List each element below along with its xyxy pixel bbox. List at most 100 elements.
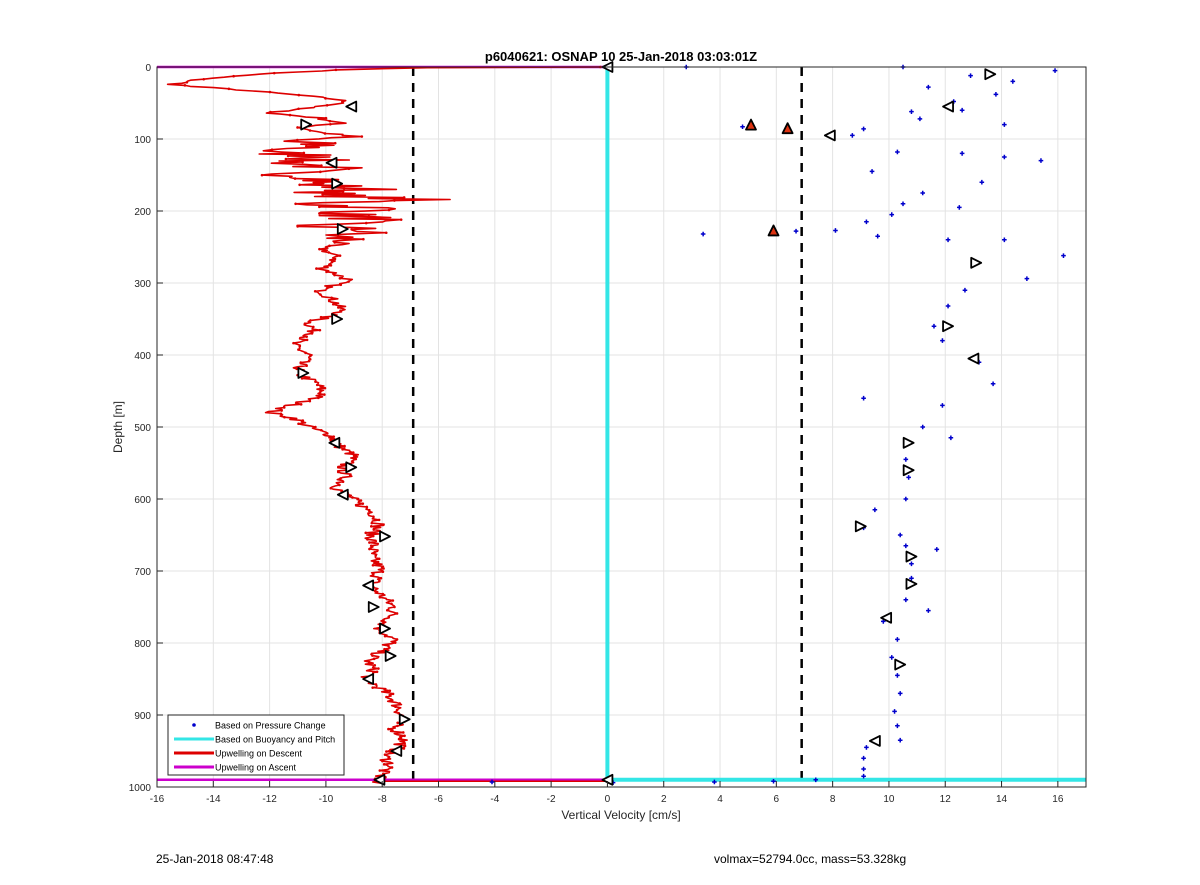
x-tick-label: 16 <box>1052 794 1064 805</box>
x-tick-label: -10 <box>319 794 334 805</box>
pressure-change-point <box>1002 154 1007 160</box>
x-tick-label: 12 <box>940 794 952 805</box>
pressure-change-point <box>990 381 996 387</box>
upwelling-descent-point <box>372 528 376 531</box>
upwelling-descent-point <box>269 110 272 114</box>
upwelling-descent-point <box>381 759 384 763</box>
x-tick-label: 0 <box>605 794 611 805</box>
triangle-marker <box>331 177 344 190</box>
upwelling-descent-point <box>381 621 385 625</box>
upwelling-descent-point <box>367 660 371 664</box>
upwelling-descent-point <box>319 293 322 296</box>
x-tick-label: -4 <box>490 794 499 805</box>
upwelling-descent-point <box>319 390 322 393</box>
legend: Based on Pressure Change Based on Buoyanc… <box>167 714 345 776</box>
upwelling-descent-point <box>381 592 385 596</box>
upwelling-descent-point <box>333 141 337 145</box>
upwelling-descent-point <box>370 521 374 525</box>
upwelling-descent-point <box>343 444 346 448</box>
upwelling-descent-point <box>371 534 375 538</box>
upwelling-descent-point <box>382 763 386 766</box>
upwelling-descent-point <box>394 705 397 709</box>
x-axis-label: Vertical Velocity [cm/s] <box>561 808 680 822</box>
pressure-change-point <box>850 133 855 138</box>
triangle-marker <box>398 713 411 726</box>
upwelling-descent-point <box>351 496 354 499</box>
upwelling-descent-point <box>367 215 371 218</box>
upwelling-descent-point <box>384 231 388 235</box>
upwelling-descent-point <box>318 205 321 209</box>
upwelling-descent-point <box>332 435 336 438</box>
pressure-change-point <box>940 403 945 408</box>
x-tick-label: -8 <box>378 794 387 805</box>
triangle-marker <box>905 550 918 563</box>
upwelling-descent-point <box>284 157 288 161</box>
upwelling-descent-point <box>299 403 303 406</box>
upwelling-descent-point <box>383 647 386 651</box>
upwelling-descent-point <box>372 515 375 518</box>
upwelling-descent-point <box>328 244 331 248</box>
pressure-change-point <box>895 723 900 729</box>
upwelling-descent-point <box>329 264 333 267</box>
upwelling-descent-point <box>390 766 394 769</box>
upwelling-descent-point <box>360 135 364 138</box>
upwelling-descent-point <box>305 338 309 342</box>
upwelling-descent-point <box>402 740 406 744</box>
upwelling-descent-point <box>327 251 330 254</box>
pressure-change-point <box>861 773 866 779</box>
upwelling-descent-point <box>232 74 235 78</box>
y-tick-label: 200 <box>134 207 151 218</box>
x-tick-label: -12 <box>262 794 277 805</box>
upwelling-descent-point <box>373 664 377 667</box>
upwelling-descent-point <box>387 208 391 212</box>
pressure-change-point <box>906 475 911 480</box>
upwelling-descent-point <box>282 406 286 409</box>
upwelling-descent-point <box>364 221 368 225</box>
upwelling-descent-point <box>403 744 407 747</box>
pressure-change-point <box>959 151 965 156</box>
upwelling-descent-point <box>348 473 352 477</box>
upwelling-descent-point <box>377 667 380 670</box>
upwelling-descent-point <box>321 193 324 196</box>
upwelling-descent-point <box>352 454 356 458</box>
upwelling-descent-point <box>371 563 375 567</box>
upwelling-descent-point <box>328 119 332 123</box>
pressure-change-point <box>926 84 931 90</box>
upwelling-descent-point <box>337 306 340 309</box>
upwelling-descent-point <box>390 602 393 606</box>
upwelling-descent-point <box>377 518 381 522</box>
pressure-change-point <box>968 73 973 78</box>
x-tick-label: 2 <box>661 794 667 805</box>
pressure-change-point <box>979 179 985 185</box>
upwelling-descent-point <box>310 332 314 335</box>
pressure-change-point <box>895 673 900 678</box>
upwelling-descent-point <box>333 273 336 277</box>
chart-title: p6040621: OSNAP 10 25-Jan-2018 03:03:01Z <box>485 49 757 64</box>
triangle-marker <box>362 673 375 685</box>
upwelling-descent-point <box>338 277 342 280</box>
triangle-marker <box>942 100 954 113</box>
upwelling-descent-point <box>329 438 332 442</box>
upwelling-descent-point <box>294 202 297 206</box>
upwelling-descent-point <box>361 502 365 505</box>
upwelling-descent-point <box>308 129 312 132</box>
pressure-change-point <box>861 126 866 132</box>
upwelling-descent-point <box>339 477 342 480</box>
pressure-change-point <box>833 228 838 233</box>
pressure-change-point <box>900 201 906 207</box>
y-tick-label: 100 <box>134 135 151 146</box>
pressure-change-point <box>897 737 903 743</box>
upwelling-descent-point <box>393 199 396 202</box>
upwelling-descent-point <box>308 354 312 358</box>
pressure-change-point <box>903 543 909 549</box>
triangle-marker <box>336 488 349 501</box>
upwelling-descent-point <box>369 544 373 548</box>
upwelling-descent-point <box>333 257 337 261</box>
pressure-change-point <box>897 691 903 696</box>
upwelling-descent-point <box>325 432 329 435</box>
upwelling-descent-point <box>183 84 187 87</box>
upwelling-descent-point <box>301 160 304 164</box>
y-tick-label: 600 <box>134 495 151 506</box>
upwelling-descent-point <box>297 422 300 426</box>
upwelling-descent-point <box>341 100 344 104</box>
